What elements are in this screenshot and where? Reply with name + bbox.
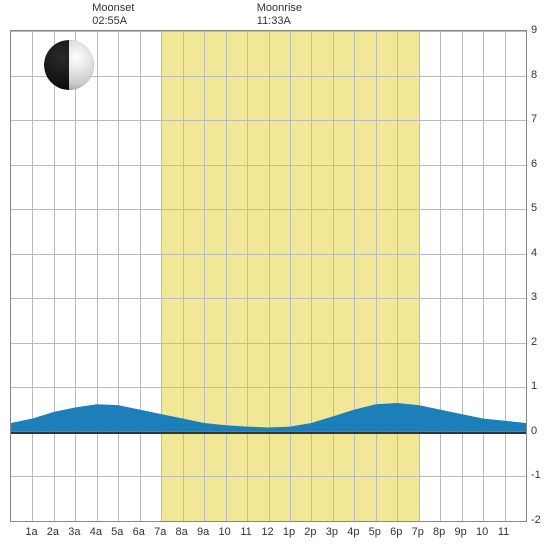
grid-line-v bbox=[75, 31, 76, 521]
grid-line-v bbox=[419, 31, 420, 521]
x-tick-label: 11 bbox=[498, 526, 509, 538]
grid-line-v bbox=[311, 31, 312, 521]
x-tick-label: 12 bbox=[261, 526, 273, 538]
x-tick-label: 1p bbox=[283, 526, 295, 538]
y-tick-label: -1 bbox=[531, 469, 541, 481]
zero-line bbox=[11, 432, 526, 434]
y-tick-label: 6 bbox=[531, 158, 537, 170]
x-tick-label: 7a bbox=[154, 526, 166, 538]
grid-line-h bbox=[11, 387, 526, 388]
x-tick-label: 1a bbox=[25, 526, 37, 538]
y-tick-label: 7 bbox=[531, 113, 537, 125]
x-tick-label: 10 bbox=[476, 526, 488, 538]
y-tick-label: 0 bbox=[531, 425, 537, 437]
x-tick-label: 2p bbox=[304, 526, 316, 538]
grid-line-v bbox=[376, 31, 377, 521]
x-tick-label: 8a bbox=[176, 526, 188, 538]
moonset-time: 02:55A bbox=[92, 15, 134, 28]
grid-line-h bbox=[11, 209, 526, 210]
y-tick-label: 9 bbox=[531, 24, 537, 36]
grid-line-v bbox=[505, 31, 506, 521]
y-tick-label: 5 bbox=[531, 202, 537, 214]
grid-line-v bbox=[440, 31, 441, 521]
y-tick-label: -2 bbox=[531, 514, 541, 526]
x-tick-label: 8p bbox=[433, 526, 445, 538]
grid-line-v bbox=[462, 31, 463, 521]
x-tick-label: 7p bbox=[412, 526, 424, 538]
grid-line-h bbox=[11, 254, 526, 255]
x-tick-label: 9p bbox=[455, 526, 467, 538]
grid-line-v bbox=[397, 31, 398, 521]
x-tick-label: 2a bbox=[47, 526, 59, 538]
grid-line-v bbox=[226, 31, 227, 521]
grid-line-v bbox=[247, 31, 248, 521]
moonrise-time: 11:33A bbox=[257, 15, 302, 28]
y-tick-label: 8 bbox=[531, 69, 537, 81]
moonrise-label: Moonrise 11:33A bbox=[257, 2, 302, 28]
grid-line-h bbox=[11, 521, 526, 522]
grid-line-h bbox=[11, 476, 526, 477]
x-tick-label: 6p bbox=[390, 526, 402, 538]
grid-line-v bbox=[161, 31, 162, 521]
grid-line-h bbox=[11, 165, 526, 166]
grid-line-v bbox=[118, 31, 119, 521]
grid-line-v bbox=[354, 31, 355, 521]
plot-area bbox=[10, 30, 527, 522]
grid-line-h bbox=[11, 343, 526, 344]
x-tick-label: 5a bbox=[111, 526, 123, 538]
x-tick-label: 11 bbox=[240, 526, 251, 538]
x-tick-label: 9a bbox=[197, 526, 209, 538]
y-tick-label: 4 bbox=[531, 247, 537, 259]
grid-line-v bbox=[333, 31, 334, 521]
moonset-label: Moonset 02:55A bbox=[92, 2, 134, 28]
grid-line-h bbox=[11, 31, 526, 32]
grid-line-v bbox=[269, 31, 270, 521]
grid-line-v bbox=[183, 31, 184, 521]
grid-line-v bbox=[140, 31, 141, 521]
x-tick-label: 10 bbox=[218, 526, 230, 538]
grid-line-h bbox=[11, 120, 526, 121]
x-tick-label: 4p bbox=[347, 526, 359, 538]
x-tick-label: 4a bbox=[90, 526, 102, 538]
y-tick-label: 1 bbox=[531, 380, 537, 392]
y-tick-label: 2 bbox=[531, 336, 537, 348]
grid-line-v bbox=[97, 31, 98, 521]
moonset-title: Moonset bbox=[92, 2, 134, 15]
grid-line-v bbox=[483, 31, 484, 521]
grid-line-h bbox=[11, 298, 526, 299]
moonrise-title: Moonrise bbox=[257, 2, 302, 15]
tide-chart: Moonset 02:55A Moonrise 11:33A 1a 2a 3a 4a 5… bbox=[0, 0, 550, 550]
x-tick-label: 3p bbox=[326, 526, 338, 538]
x-tick-label: 6a bbox=[133, 526, 145, 538]
x-tick-label: 5p bbox=[369, 526, 381, 538]
grid-line-v bbox=[290, 31, 291, 521]
grid-line-v bbox=[204, 31, 205, 521]
grid-line-v bbox=[32, 31, 33, 521]
grid-line-v bbox=[54, 31, 55, 521]
moon-phase-icon bbox=[44, 40, 94, 90]
x-tick-label: 3a bbox=[68, 526, 80, 538]
y-tick-label: 3 bbox=[531, 291, 537, 303]
